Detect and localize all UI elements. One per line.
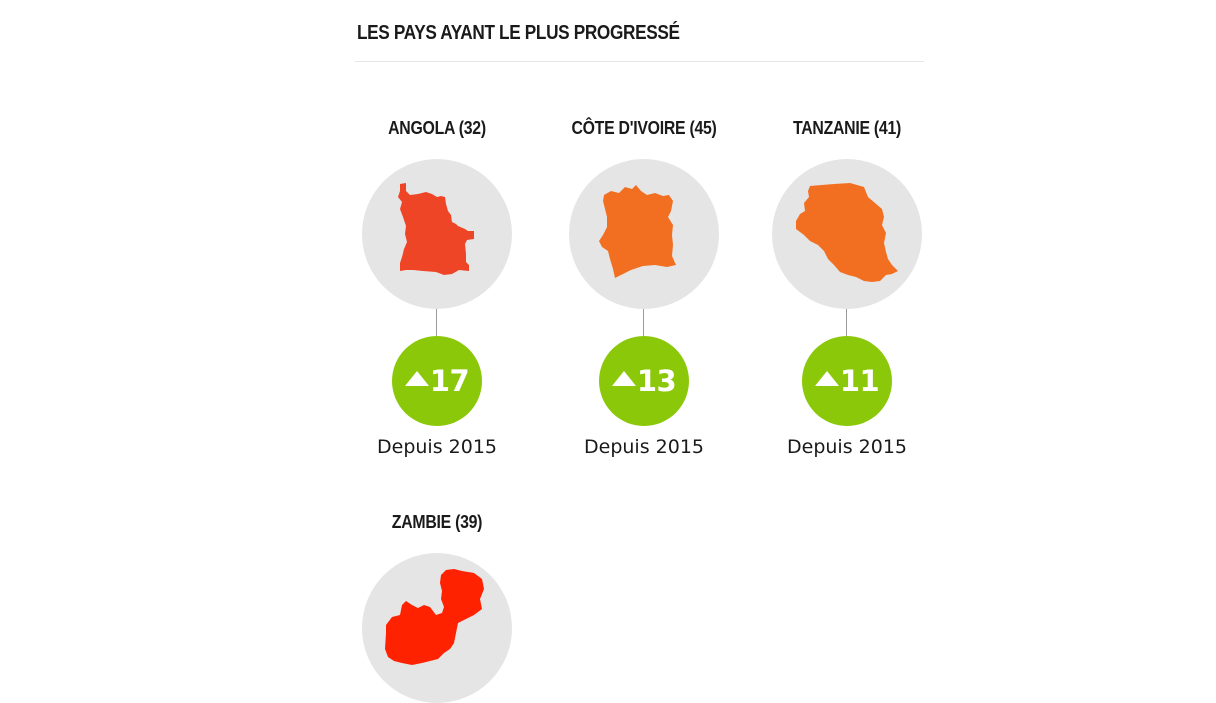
arrow-up-icon <box>404 371 429 386</box>
tanzania-map-icon <box>796 183 898 282</box>
country-name: TANZANIE (41) <box>792 118 902 138</box>
cote-divoire-map-icon <box>599 185 676 278</box>
title-divider <box>355 61 924 62</box>
map-circle <box>362 159 512 309</box>
since-label: Depuis 2015 <box>377 436 497 458</box>
rank-change-badge: 17 <box>392 336 482 426</box>
section-title: LES PAYS AYANT LE PLUS PROGRESSÉ <box>357 22 680 44</box>
arrow-up-icon <box>814 371 839 386</box>
rank-change-badge: 13 <box>599 336 689 426</box>
rank-change-value: 13 <box>636 364 677 398</box>
map-circle <box>362 553 512 703</box>
angola-map-icon <box>398 183 474 275</box>
since-label: Depuis 2015 <box>584 436 704 458</box>
since-label: Depuis 2015 <box>787 436 907 458</box>
zambia-map-icon <box>385 569 484 665</box>
connector-line <box>643 309 644 336</box>
rank-change-badge: 11 <box>802 336 892 426</box>
arrow-up-icon <box>611 371 636 386</box>
connector-line <box>846 309 847 336</box>
country-name: ANGOLA (32) <box>388 118 486 138</box>
rank-change-value: 17 <box>429 364 470 398</box>
connector-line <box>436 309 437 336</box>
country-name: ZAMBIE (39) <box>391 512 483 532</box>
rank-change-value: 11 <box>839 364 880 398</box>
map-circle <box>569 159 719 309</box>
map-circle <box>772 159 922 309</box>
country-name: CÔTE D'IVOIRE (45) <box>571 118 717 138</box>
